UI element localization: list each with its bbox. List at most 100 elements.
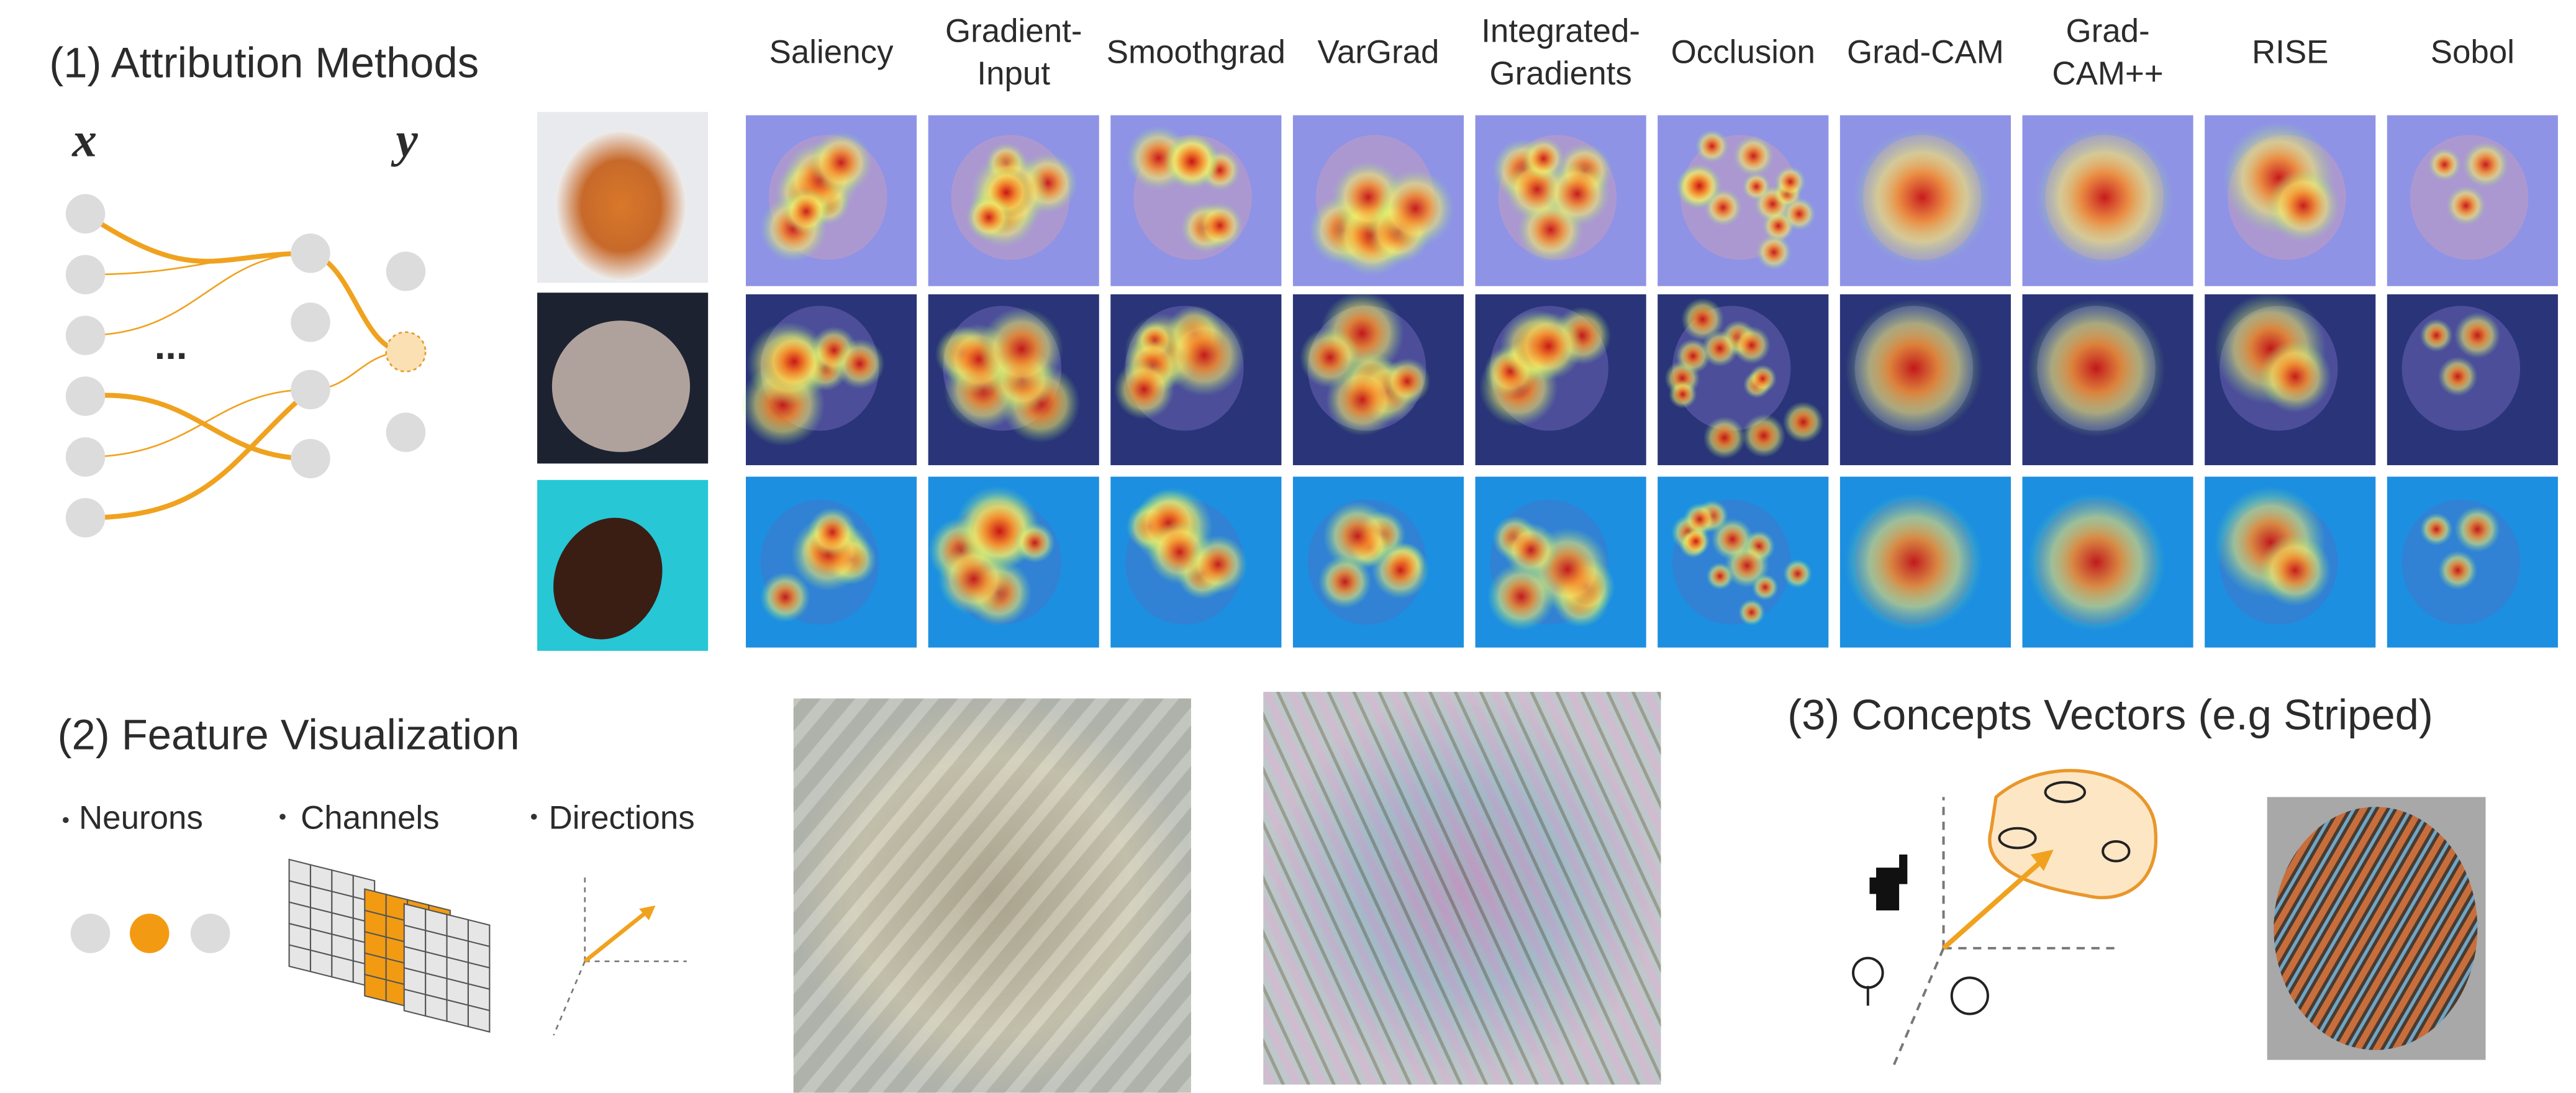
bullet [279,814,286,820]
cell [467,1004,491,1033]
heatmap-tile [1292,115,1464,286]
striped-pattern [2274,807,2478,1050]
heat-blob [2454,312,2501,359]
heat-blob [1695,129,1729,163]
heat-blob [1681,297,1725,341]
method-label: Integrated- [1481,12,1640,49]
heatmap-tile [2205,293,2376,466]
bullet [63,817,69,823]
arrow-head [2030,850,2054,871]
heatmap-tile [1475,115,1646,286]
bullet [530,814,537,820]
heat-blob [1522,137,1565,180]
heatmap-tile [746,115,917,286]
heat-blob [1711,518,1754,561]
axis [553,961,586,1036]
cactus [1869,855,1908,910]
heat-blob [1544,161,1610,227]
node [65,315,106,355]
input-label: x [71,112,97,167]
turtle [553,517,663,640]
node [65,194,106,234]
section-title: (1) Attribution Methods [49,39,479,86]
heatmap-tile [2022,476,2193,648]
heat-blob [966,194,1012,240]
heatmap-tile [1475,294,1646,466]
method-label: Input [977,55,1050,92]
heat-blob [2428,148,2461,181]
section-title: (3) Concepts Vectors (e.g Striped) [1787,691,2433,739]
heat-blob [1164,134,1220,190]
node [386,412,426,452]
heat-blob [2420,319,2453,352]
heat-blob [1514,312,1583,381]
heat-blob [1701,330,1738,367]
node [291,234,330,273]
concept-icons [1852,781,2131,1015]
heat-blob [2462,141,2509,188]
heatmap-tile [2387,476,2558,648]
heat-blob [1197,202,1243,249]
neuron-active [129,914,170,953]
edge [84,389,312,458]
heat-blob [1742,172,1771,201]
heat-blob [1703,416,1746,460]
heat-blob [1376,170,1454,248]
method-label: Grad- [2066,12,2149,49]
section-title: (2) Feature Visualization [58,710,520,758]
method-label: Occlusion [1671,34,1815,71]
zebra [2102,840,2131,863]
heat-blob [1299,327,1361,388]
cell [403,988,427,1017]
edge [84,252,312,276]
heat-blob [1783,559,1813,589]
heat-blob [1323,501,1393,571]
watermelon [1950,976,1989,1015]
item-label: Directions [549,799,695,836]
heat-blob [1318,555,1372,609]
heatmap-tile [2022,115,2193,286]
method-label: Gradients [1489,55,1631,92]
heat-blob [2027,299,2166,438]
heatmap-tile [1658,476,1829,648]
node [65,255,106,294]
feature-shade [1263,692,1661,1085]
node [65,497,106,538]
heatmap-tile [2205,476,2376,648]
item-label: Channels [301,799,439,836]
heat-blob [2027,493,2166,632]
method-label: CAM++ [2052,55,2163,92]
method-label: Gradient- [945,12,1082,49]
heat-blob [1748,365,1777,393]
cell [309,949,333,978]
channel-sheet [403,903,491,1033]
tree [1852,956,1884,989]
network-edges [83,211,409,520]
heat-blob [2438,356,2478,396]
heatmap-tile [928,294,1099,466]
heat-blob [2267,169,2340,242]
node [291,302,330,342]
cell [425,994,448,1022]
heatmap-tile [2022,294,2193,466]
heatmap-tile [1475,476,1646,648]
heat-blob [1683,502,1717,536]
heat-blob [1682,527,1710,556]
output-label: y [391,112,419,167]
cell [331,955,354,983]
edge [84,252,312,337]
heat-blob [979,307,1064,391]
neuron [70,914,111,953]
axis [1891,948,1945,1069]
heat-blob [2446,186,2486,225]
cell [446,999,469,1028]
edge [83,387,313,520]
heatmap-tile [928,115,1099,286]
method-label: VarGrad [1318,34,1440,71]
heat-blob [1853,128,1992,266]
heat-blob [1163,314,1246,396]
heatmap-tile [1658,115,1829,286]
heat-blob [1677,163,1722,209]
node [291,438,330,479]
